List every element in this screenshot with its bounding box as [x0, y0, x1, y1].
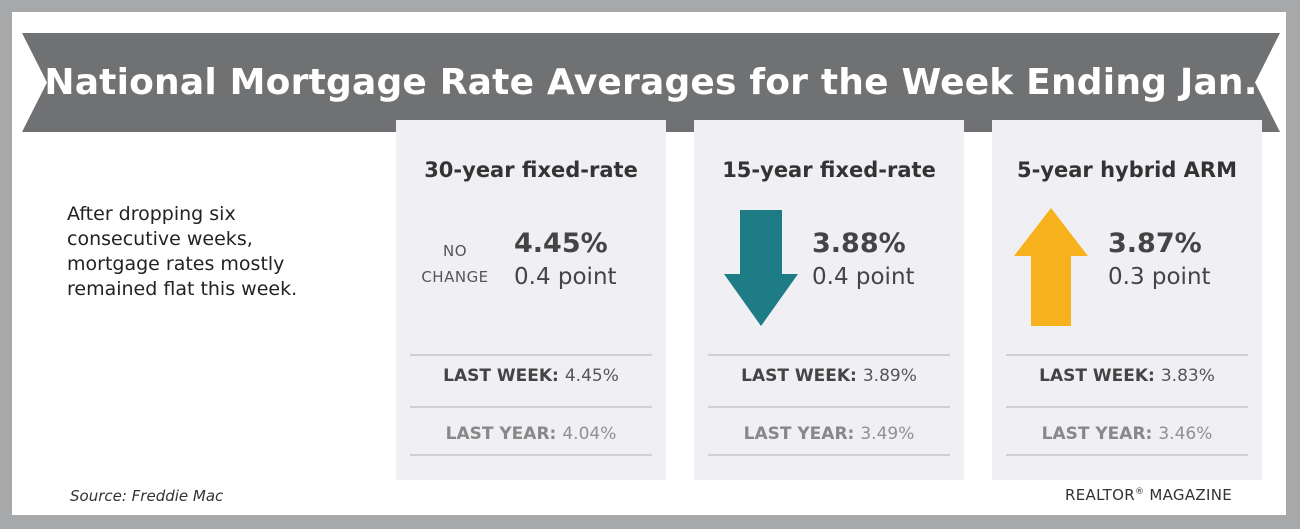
rate-change: 0.3 point	[1108, 264, 1211, 290]
last-year-stat: LAST YEAR: 3.46%	[992, 424, 1262, 444]
current-rate: 4.45%	[514, 228, 608, 259]
brand-name: REALTOR	[1065, 486, 1135, 504]
no-change-line-2: CHANGE	[421, 268, 489, 286]
intro-line: After dropping six	[67, 203, 236, 225]
divider	[708, 454, 950, 456]
brand-suffix: MAGAZINE	[1144, 486, 1232, 504]
no-change-line-1: NO	[442, 242, 468, 260]
last-year-stat: LAST YEAR: 3.49%	[694, 424, 964, 444]
rate-change: 0.4 point	[514, 264, 617, 290]
last-year-label: LAST YEAR:	[445, 424, 557, 444]
rate-card-5-year-arm: 5-year hybrid ARM 3.87% 0.3 point LAST W…	[992, 120, 1262, 480]
divider	[410, 406, 652, 408]
divider	[708, 354, 950, 356]
last-week-stat: LAST WEEK: 3.83%	[992, 366, 1262, 386]
registered-mark: ®	[1134, 487, 1145, 497]
last-week-value: 3.89%	[862, 366, 917, 386]
last-year-value: 3.49%	[860, 424, 915, 444]
last-week-stat: LAST WEEK: 3.89%	[694, 366, 964, 386]
last-year-stat: LAST YEAR: 4.04%	[396, 424, 666, 444]
card-heading: 30-year fixed-rate	[424, 158, 638, 182]
infographic-frame: National Mortgage Rate Averages for the …	[12, 12, 1286, 515]
intro-line: remained flat this week.	[67, 278, 298, 300]
last-week-value: 3.83%	[1160, 366, 1215, 386]
intro-line: mortgage rates mostly	[67, 253, 285, 275]
intro-text: After dropping six consecutive weeks, mo…	[67, 202, 357, 302]
title-banner: National Mortgage Rate Averages for the …	[22, 33, 1280, 202]
page-title: National Mortgage Rate Averages for the …	[44, 62, 1258, 202]
current-rate: 3.88%	[812, 228, 906, 259]
no-change-indicator: NO CHANGE	[410, 238, 500, 290]
divider	[1006, 354, 1248, 356]
banner-ribbon	[22, 33, 1280, 132]
down-arrow-icon	[724, 210, 798, 326]
up-arrow-icon	[1014, 208, 1088, 326]
last-week-label: LAST WEEK:	[1039, 366, 1155, 386]
source-note: Source: Freddie Mac	[70, 487, 224, 505]
card-heading: 15-year fixed-rate	[722, 158, 936, 182]
last-week-value: 4.45%	[564, 366, 619, 386]
divider	[1006, 454, 1248, 456]
divider	[410, 454, 652, 456]
last-week-label: LAST WEEK:	[741, 366, 857, 386]
last-year-value: 3.46%	[1158, 424, 1213, 444]
rate-card-15-year: 15-year fixed-rate 3.88% 0.4 point LAST …	[694, 120, 964, 480]
last-year-label: LAST YEAR:	[1041, 424, 1153, 444]
intro-line: consecutive weeks,	[67, 228, 253, 250]
divider	[708, 406, 950, 408]
brand-logo: REALTOR® MAGAZINE	[1022, 486, 1232, 504]
rate-card-30-year: 30-year fixed-rate NO CHANGE 4.45% 0.4 p…	[396, 120, 666, 480]
divider	[1006, 406, 1248, 408]
card-heading: 5-year hybrid ARM	[1017, 158, 1237, 182]
rate-change: 0.4 point	[812, 264, 915, 290]
current-rate: 3.87%	[1108, 228, 1202, 259]
divider	[410, 354, 652, 356]
last-week-label: LAST WEEK:	[443, 366, 559, 386]
last-year-value: 4.04%	[562, 424, 617, 444]
last-week-stat: LAST WEEK: 4.45%	[396, 366, 666, 386]
last-year-label: LAST YEAR:	[743, 424, 855, 444]
